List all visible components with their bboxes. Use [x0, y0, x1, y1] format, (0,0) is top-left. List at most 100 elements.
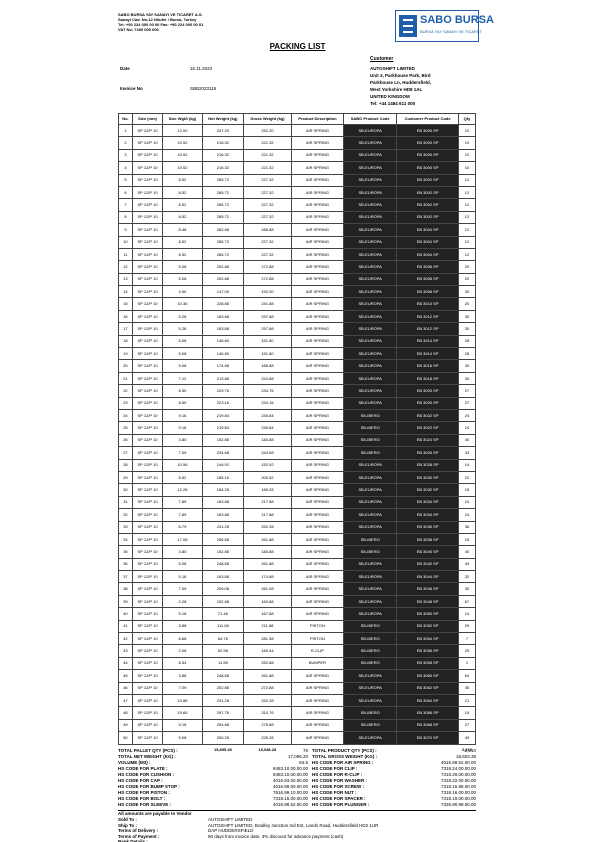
cell: EB 3032 SP	[396, 483, 459, 497]
cell: AIR SPRING	[290, 458, 345, 472]
total-value: 4016.99.52.00.00	[440, 760, 476, 765]
cell: SB-EUROPA	[343, 483, 398, 497]
total-label: HS CODE FOR SLEEVE :	[118, 802, 172, 807]
cell: SB-EUROPA	[343, 148, 398, 163]
cell: 44	[118, 656, 133, 671]
cell: 10.36	[162, 297, 203, 311]
table-row: 8 SP 12/P 10 8.52 285.72 227.32 AIR SPRING SB-…	[118, 210, 477, 225]
cell: SP 12/P 10	[131, 433, 164, 448]
cell: 3	[118, 148, 133, 163]
table-row: 26 SP 12/P 10 3.80 152.88 183.88 AIR SPRING SB…	[118, 433, 477, 448]
cell: EB 3000 SP	[396, 136, 459, 150]
cell: 146.80	[201, 334, 245, 349]
cell: 39	[118, 594, 133, 609]
cell: 227.32	[243, 210, 292, 225]
cell: EB 3036 SP	[396, 520, 459, 534]
table-row: 27 SP 12/P 10 7.09 234.68 244.68 AIR SPRING SB…	[118, 446, 477, 460]
total-pair: HS CODE FOR CAP : 4016.93.00.00.00	[118, 778, 308, 784]
cell: SP 12/P 10	[131, 421, 164, 435]
cell: SP 12/P 10	[131, 396, 164, 411]
cell: 8.52	[162, 470, 203, 485]
cell: SP 12/P 10	[131, 173, 164, 187]
cell: 5.28	[162, 322, 203, 336]
cell: 10	[457, 136, 477, 150]
cell: 5.08	[162, 347, 203, 361]
table-row: 24 SP 12/P 10 9.16 219.84 245.84 AIR SPRING SB…	[118, 408, 477, 423]
cell: 48	[118, 706, 133, 720]
logo-text: SABO BURSA	[420, 14, 494, 26]
table-row: 10 SP 12/P 10 8.52 285.72 227.32 AIR SPRING SB…	[118, 235, 477, 249]
cell: 184.28	[201, 483, 245, 497]
table-row: 1 SP 12/P 10 12.00 247.20 252.20 AIR SPRING SB…	[118, 123, 477, 138]
total-label: HS CODE FOR PISTON :	[118, 790, 170, 795]
table-row: 19 SP 12/P 10 5.08 146.80 151.80 AIR SPRING SB…	[118, 347, 477, 361]
cell: 12.28	[162, 483, 203, 497]
column-header: SABO Product Code	[343, 113, 398, 125]
total-pair: HS CODE FOR BOLT : 7318.15.00.00.00	[118, 796, 308, 802]
cell: 2.28	[162, 594, 203, 609]
cell: SB-IBERO	[343, 619, 398, 634]
cell: SP 12/P 10	[131, 669, 164, 683]
cell: SP 12/P 10	[131, 136, 164, 150]
table-row: 33 SP 12/P 10 6.79 241.28 252.28 AIR SPRING SB…	[118, 520, 477, 534]
cell: 67	[457, 594, 477, 609]
cell: 10	[118, 235, 133, 249]
cell: 160.88	[243, 594, 292, 609]
cell: EB 3014 SP	[396, 347, 459, 361]
cell: 8.52	[162, 198, 203, 212]
cell: SP 12/P 10	[131, 285, 164, 299]
cell: 252.88	[243, 656, 292, 671]
cell: 174.88	[243, 570, 292, 584]
cell: SP 12/P 10	[131, 731, 164, 745]
table-row: 45 SP 12/P 10 3.88 248.88 261.88 AIR SPRING SB…	[118, 669, 477, 683]
cell: 183.88	[243, 433, 292, 448]
cell: SB-EUROPA	[343, 570, 398, 584]
cell: 252.20	[243, 123, 292, 138]
cell: 8.52	[162, 173, 203, 187]
table-row: 17 SP 12/P 10 5.28 183.88 297.88 AIR SPRING SB…	[118, 322, 477, 336]
cell: SP 12/P 10	[131, 247, 164, 262]
cell: 30	[457, 371, 477, 386]
cell: 15	[457, 532, 477, 547]
cell: 244.68	[243, 446, 292, 460]
cell: SP 12/P 10	[131, 545, 164, 559]
cell: 64.78	[201, 631, 245, 646]
cell: 183.88	[243, 545, 292, 559]
cell: EB 3000 SP	[396, 148, 459, 163]
cell: 252.28	[243, 693, 292, 708]
cell: 29	[118, 470, 133, 485]
total-label: HS CODE FOR BOLT :	[118, 796, 166, 801]
cell: 310.76	[243, 706, 292, 720]
cell: EB 3002 SP	[396, 185, 459, 200]
cell: 11	[118, 247, 133, 262]
cell: 261.88	[243, 557, 292, 572]
cell: 30	[457, 322, 477, 336]
cell: 261.08	[243, 582, 292, 596]
cell: 12	[457, 223, 477, 237]
cell: SP 12/P 10	[131, 185, 164, 200]
cell: EB 3000 SP	[396, 123, 459, 138]
cell: SB-EUROPA	[343, 681, 398, 695]
table-row: 40 SP 12/P 10 5.18 71.48 167.88 AIR SPRING SB-…	[118, 607, 477, 621]
table-row: 7 SP 12/P 10 8.52 285.72 227.32 AIR SPRING SB-…	[118, 198, 477, 212]
bank-section: All amounts are payable to Vendor Sold T…	[118, 810, 476, 842]
cell: 10	[457, 148, 477, 163]
cell: 285.72	[201, 235, 245, 249]
table-row: 2 SP 12/P 10 10.52 216.32 221.32 AIR SPRING SB…	[118, 136, 477, 150]
table-row: 48 SP 12/P 10 19.65 297.76 310.76 AIR SPRING S…	[118, 706, 477, 720]
cell: 285.72	[201, 247, 245, 262]
cell: SB-EUROPA	[343, 384, 398, 398]
cell: SP 12/P 10	[131, 582, 164, 596]
total-row: 15,895.28 16,686.28 2,210	[119, 744, 476, 756]
cell: 50	[118, 731, 133, 745]
total-pair: HS CODE FOR PLATE : 8483.10.00.00.00	[118, 766, 308, 772]
cell: 7	[118, 198, 133, 212]
column-header: Qty	[457, 113, 477, 125]
total-label: TOTAL NET WEIGHT (KG) :	[118, 754, 176, 759]
cell: 183.88	[201, 322, 245, 336]
cell: SB-EUROPA	[343, 309, 398, 324]
table-row: 44 SP 12/P 10 8.54 11.98 252.88 BUMPER SB-IBER…	[118, 656, 477, 671]
cell: SP 12/P 10	[131, 446, 164, 460]
table-row: 43 SP 12/P 10 2.08 52.98 160.44 R-CLIP SB-IBER…	[118, 644, 477, 658]
date: 16.11.2023	[190, 66, 213, 71]
